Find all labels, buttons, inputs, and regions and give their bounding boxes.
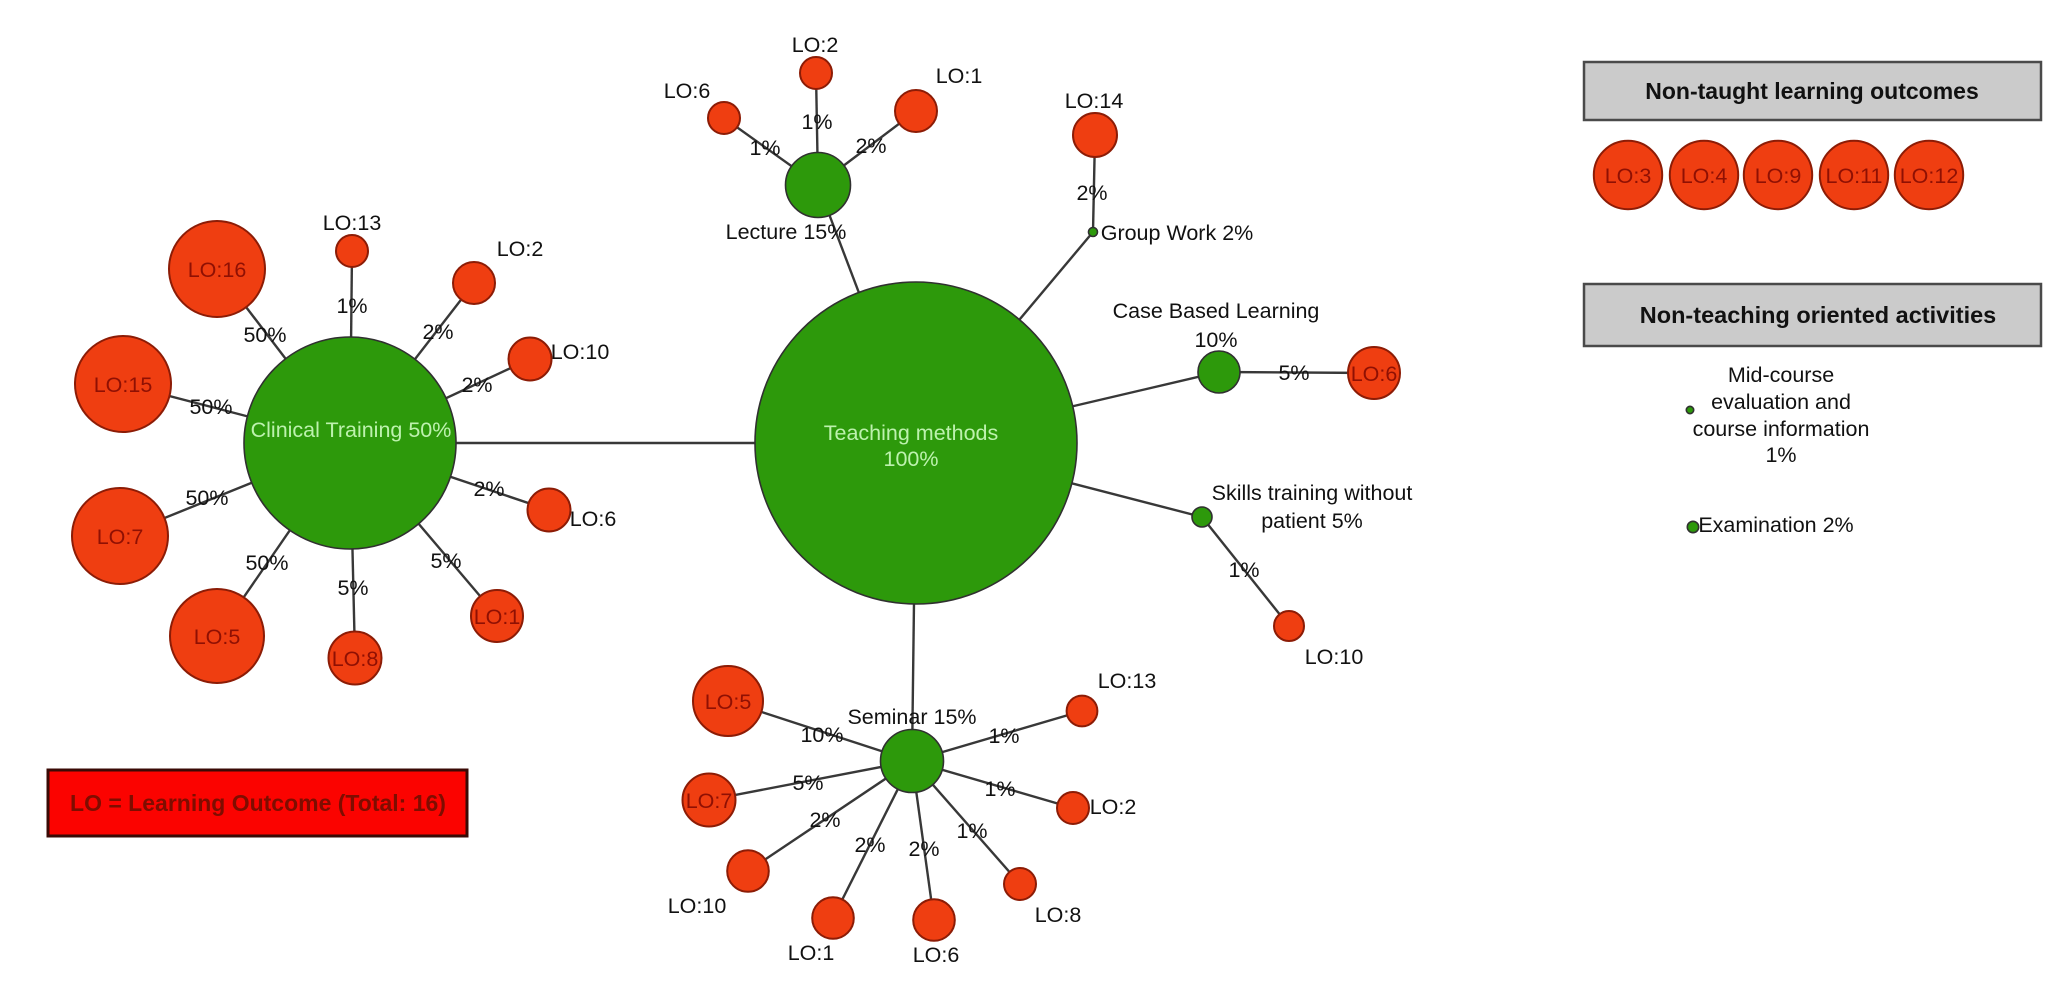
svg-text:LO:6: LO:6: [664, 79, 711, 103]
svg-text:patient 5%: patient 5%: [1261, 509, 1363, 533]
svg-text:LO:6: LO:6: [1351, 362, 1398, 386]
svg-text:LO:5: LO:5: [194, 625, 241, 649]
svg-text:Case Based Learning: Case Based Learning: [1113, 299, 1320, 323]
svg-text:Non-teaching oriented activiti: Non-teaching oriented activities: [1640, 302, 1996, 328]
svg-text:LO:1: LO:1: [788, 941, 835, 965]
svg-text:LO:1: LO:1: [936, 64, 983, 88]
svg-text:5%: 5%: [337, 576, 368, 600]
svg-text:LO:5: LO:5: [705, 690, 752, 714]
svg-text:Mid-course: Mid-course: [1728, 363, 1834, 387]
svg-text:1%: 1%: [1765, 443, 1796, 467]
svg-text:course information: course information: [1693, 417, 1870, 441]
svg-text:evaluation and: evaluation and: [1711, 390, 1851, 414]
svg-text:LO:10: LO:10: [551, 340, 610, 364]
svg-text:LO:13: LO:13: [323, 211, 382, 235]
svg-text:LO:3: LO:3: [1605, 164, 1652, 188]
svg-text:2%: 2%: [422, 320, 453, 344]
svg-text:1%: 1%: [984, 777, 1015, 801]
svg-text:1%: 1%: [336, 294, 367, 318]
svg-text:LO:16: LO:16: [188, 258, 247, 282]
svg-text:LO:2: LO:2: [792, 33, 839, 57]
svg-text:LO:6: LO:6: [913, 943, 960, 967]
svg-text:LO:7: LO:7: [686, 789, 733, 813]
svg-text:2%: 2%: [908, 837, 939, 861]
svg-text:Clinical Training 50%: Clinical Training 50%: [251, 418, 452, 442]
svg-text:2%: 2%: [461, 373, 492, 397]
svg-text:LO:15: LO:15: [94, 373, 153, 397]
svg-text:LO:1: LO:1: [474, 605, 521, 629]
svg-text:Seminar 15%: Seminar 15%: [847, 705, 976, 729]
svg-text:LO = Learning Outcome (Total:: LO = Learning Outcome (Total: 16): [70, 790, 446, 816]
svg-text:5%: 5%: [792, 771, 823, 795]
svg-text:LO:8: LO:8: [1035, 903, 1082, 927]
svg-text:LO:6: LO:6: [570, 507, 617, 531]
svg-text:5%: 5%: [430, 549, 461, 573]
svg-text:LO:4: LO:4: [1681, 164, 1728, 188]
svg-text:Teaching methods: Teaching methods: [824, 421, 999, 445]
svg-text:50%: 50%: [189, 395, 232, 419]
svg-text:LO:11: LO:11: [1826, 164, 1883, 188]
svg-text:10%: 10%: [1194, 328, 1237, 352]
svg-text:2%: 2%: [809, 808, 840, 832]
svg-text:Skills training without: Skills training without: [1212, 481, 1413, 505]
svg-text:Non-taught learning outcomes: Non-taught learning outcomes: [1645, 78, 1979, 104]
svg-text:LO:2: LO:2: [1090, 795, 1137, 819]
svg-text:LO:8: LO:8: [332, 647, 379, 671]
svg-text:50%: 50%: [185, 486, 228, 510]
svg-text:10%: 10%: [800, 723, 843, 747]
svg-text:100%: 100%: [884, 447, 939, 471]
svg-text:50%: 50%: [243, 323, 286, 347]
svg-text:2%: 2%: [854, 833, 885, 857]
svg-text:2%: 2%: [473, 477, 504, 501]
svg-text:1%: 1%: [1228, 558, 1259, 582]
svg-text:1%: 1%: [988, 724, 1019, 748]
svg-text:Lecture 15%: Lecture 15%: [726, 220, 847, 244]
svg-text:LO:12: LO:12: [1900, 164, 1959, 188]
svg-text:LO:2: LO:2: [497, 237, 544, 261]
svg-text:1%: 1%: [956, 819, 987, 843]
svg-text:2%: 2%: [855, 134, 886, 158]
svg-text:50%: 50%: [245, 551, 288, 575]
svg-text:LO:7: LO:7: [97, 525, 144, 549]
svg-text:5%: 5%: [1278, 361, 1309, 385]
svg-text:LO:9: LO:9: [1755, 164, 1802, 188]
svg-text:2%: 2%: [1076, 181, 1107, 205]
svg-text:1%: 1%: [801, 110, 832, 134]
svg-text:LO:14: LO:14: [1065, 89, 1124, 113]
svg-text:LO:10: LO:10: [1305, 645, 1364, 669]
svg-text:Examination 2%: Examination 2%: [1698, 513, 1853, 537]
svg-text:1%: 1%: [749, 136, 780, 160]
svg-text:Group Work 2%: Group Work 2%: [1101, 221, 1254, 245]
svg-text:LO:13: LO:13: [1098, 669, 1157, 693]
svg-text:LO:10: LO:10: [668, 894, 727, 918]
